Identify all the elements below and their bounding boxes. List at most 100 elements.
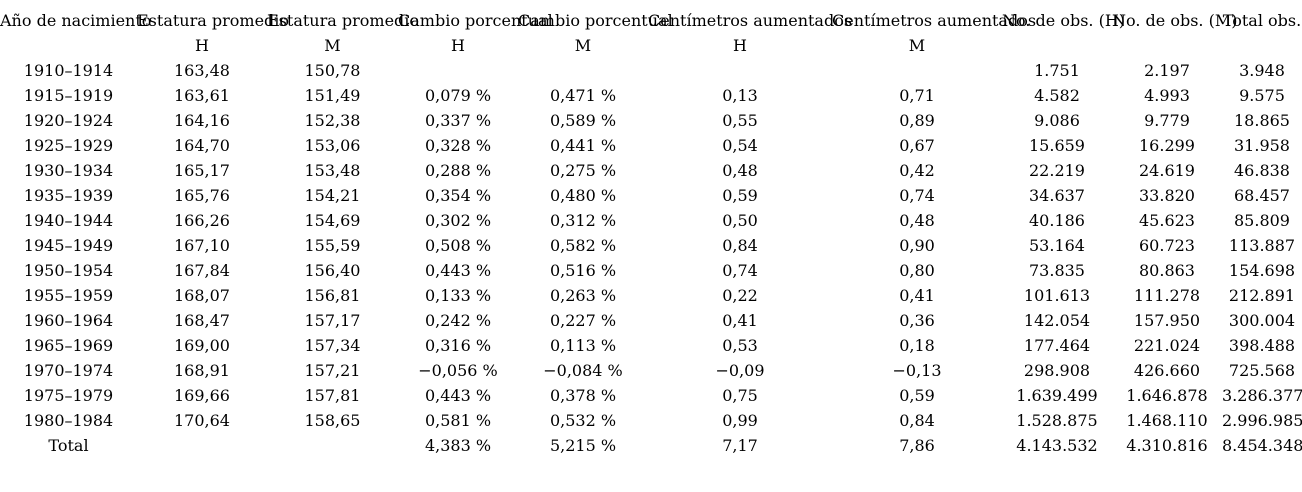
total-row: Total 4,383 % 5,215 % 7,17 7,86 4.143.532 4.31… xyxy=(0,433,1302,458)
value-cell: 15.659 xyxy=(1029,136,1085,155)
value-cell: 33.820 xyxy=(1139,186,1195,205)
value-cell: 7,86 xyxy=(899,436,935,455)
value-cell: 168,47 xyxy=(174,311,230,330)
value-cell: 165,17 xyxy=(174,161,230,180)
value-cell: 0,582 % xyxy=(549,236,617,255)
value-cell: 165,76 xyxy=(174,186,230,205)
value-cell: 0,354 % xyxy=(424,186,492,205)
value-cell: 22.219 xyxy=(1029,161,1085,180)
value-cell: 3.948 xyxy=(1239,61,1285,80)
value-cell: 0,242 % xyxy=(424,311,492,330)
value-cell: 0,581 % xyxy=(424,411,492,430)
column-subheader: M xyxy=(324,35,341,55)
value-cell: 18.865 xyxy=(1234,111,1290,130)
value-cell: 0,71 xyxy=(899,86,935,105)
column-header: Cambio porcentual xyxy=(518,11,673,30)
value-cell: 170,64 xyxy=(174,411,230,430)
value-cell xyxy=(832,58,1002,83)
value-cell: 0,36 xyxy=(899,311,935,330)
value-cell xyxy=(398,58,518,83)
table-row: 1960–1964 168,47 157,17 0,242 % 0,227 % 0,41 0… xyxy=(0,308,1302,333)
value-cell: 142.054 xyxy=(1023,311,1091,330)
column-subheader: H xyxy=(195,35,209,55)
value-cell: 154.698 xyxy=(1228,261,1296,280)
value-cell: 1.468.110 xyxy=(1126,411,1208,430)
value-cell: 153,06 xyxy=(304,136,361,155)
value-cell: 212.891 xyxy=(1228,286,1296,305)
value-cell: 168,91 xyxy=(174,361,230,380)
column-subheader xyxy=(1222,32,1302,58)
table-row: 1965–1969 169,00 157,34 0,316 % 0,113 % 0,53 0… xyxy=(0,333,1302,358)
value-cell: 0,508 % xyxy=(424,236,492,255)
row-label-cell: 1960–1964 xyxy=(23,311,114,330)
value-cell: 0,532 % xyxy=(549,411,617,430)
column-subheader: H xyxy=(451,35,465,55)
column-header: Año de nacimiento xyxy=(0,11,152,30)
value-cell: 157.950 xyxy=(1133,311,1201,330)
value-cell: −0,056 % xyxy=(418,361,498,380)
column-header: Estatura promedio xyxy=(267,11,420,30)
table-row: 1930–1934 165,17 153,48 0,288 % 0,275 % 0,48 0… xyxy=(0,158,1302,183)
value-cell: 16.299 xyxy=(1139,136,1195,155)
value-cell: 0,74 xyxy=(899,186,935,205)
value-cell: 167,84 xyxy=(174,261,230,280)
value-cell: 221.024 xyxy=(1133,336,1201,355)
column-header: Centímetros aumentados xyxy=(832,11,1037,30)
value-cell xyxy=(518,58,648,83)
value-cell: 300.004 xyxy=(1228,311,1296,330)
value-cell: 4.993 xyxy=(1144,86,1190,105)
table-row: 1950–1954 167,84 156,40 0,443 % 0,516 % 0,74 0… xyxy=(0,258,1302,283)
value-cell xyxy=(137,433,267,458)
value-cell: 2.996.985 xyxy=(1222,411,1302,430)
value-cell: 4.143.532 xyxy=(1016,436,1098,455)
value-cell: 0,316 % xyxy=(424,336,492,355)
row-label-cell: 1935–1939 xyxy=(23,186,114,205)
value-cell: 113.887 xyxy=(1228,236,1296,255)
value-cell: 0,99 xyxy=(722,411,758,430)
row-label-cell: 1980–1984 xyxy=(23,411,114,430)
value-cell: 2.197 xyxy=(1144,61,1190,80)
value-cell: 9.779 xyxy=(1144,111,1190,130)
value-cell: 0,75 xyxy=(722,386,758,405)
value-cell: 1.639.499 xyxy=(1016,386,1098,405)
row-label-cell: 1915–1919 xyxy=(23,86,114,105)
value-cell xyxy=(648,58,832,83)
value-cell: 0,227 % xyxy=(549,311,617,330)
column-subheader xyxy=(1002,32,1112,58)
value-cell: 151,49 xyxy=(304,86,361,105)
value-cell: 0,471 % xyxy=(549,86,617,105)
row-label-cell: 1940–1944 xyxy=(23,211,114,230)
value-cell: 152,38 xyxy=(304,111,361,130)
row-label-cell: 1925–1929 xyxy=(23,136,114,155)
row-label-cell: 1965–1969 xyxy=(23,336,114,355)
value-cell: 169,00 xyxy=(174,336,230,355)
value-cell: 177.464 xyxy=(1023,336,1091,355)
value-cell: 0,275 % xyxy=(549,161,617,180)
value-cell: 0,378 % xyxy=(549,386,617,405)
value-cell: 156,81 xyxy=(304,286,361,305)
value-cell: 68.457 xyxy=(1234,186,1290,205)
value-cell: 0,443 % xyxy=(424,386,492,405)
value-cell: −0,09 xyxy=(715,361,765,380)
table-row: 1935–1939 165,76 154,21 0,354 % 0,480 % 0,59 0… xyxy=(0,183,1302,208)
column-subheader: H xyxy=(733,35,747,55)
value-cell: 154,21 xyxy=(304,186,361,205)
value-cell: 31.958 xyxy=(1234,136,1290,155)
value-cell: 0,41 xyxy=(722,311,758,330)
column-header: No. de obs. (M) xyxy=(1112,11,1238,30)
row-label-cell: 1975–1979 xyxy=(23,386,114,405)
value-cell: 0,133 % xyxy=(424,286,492,305)
value-cell: 298.908 xyxy=(1023,361,1091,380)
table-row: 1925–1929 164,70 153,06 0,328 % 0,441 % 0,54 0… xyxy=(0,133,1302,158)
value-cell: 168,07 xyxy=(174,286,230,305)
value-cell: 0,89 xyxy=(899,111,935,130)
row-label-cell: 1955–1959 xyxy=(23,286,114,305)
value-cell: 0,80 xyxy=(899,261,935,280)
value-cell: 154,69 xyxy=(304,211,361,230)
value-cell: 9.086 xyxy=(1034,111,1080,130)
value-cell: 155,59 xyxy=(304,236,361,255)
value-cell: 7,17 xyxy=(722,436,758,455)
value-cell: 158,65 xyxy=(304,411,361,430)
value-cell: 153,48 xyxy=(304,161,361,180)
